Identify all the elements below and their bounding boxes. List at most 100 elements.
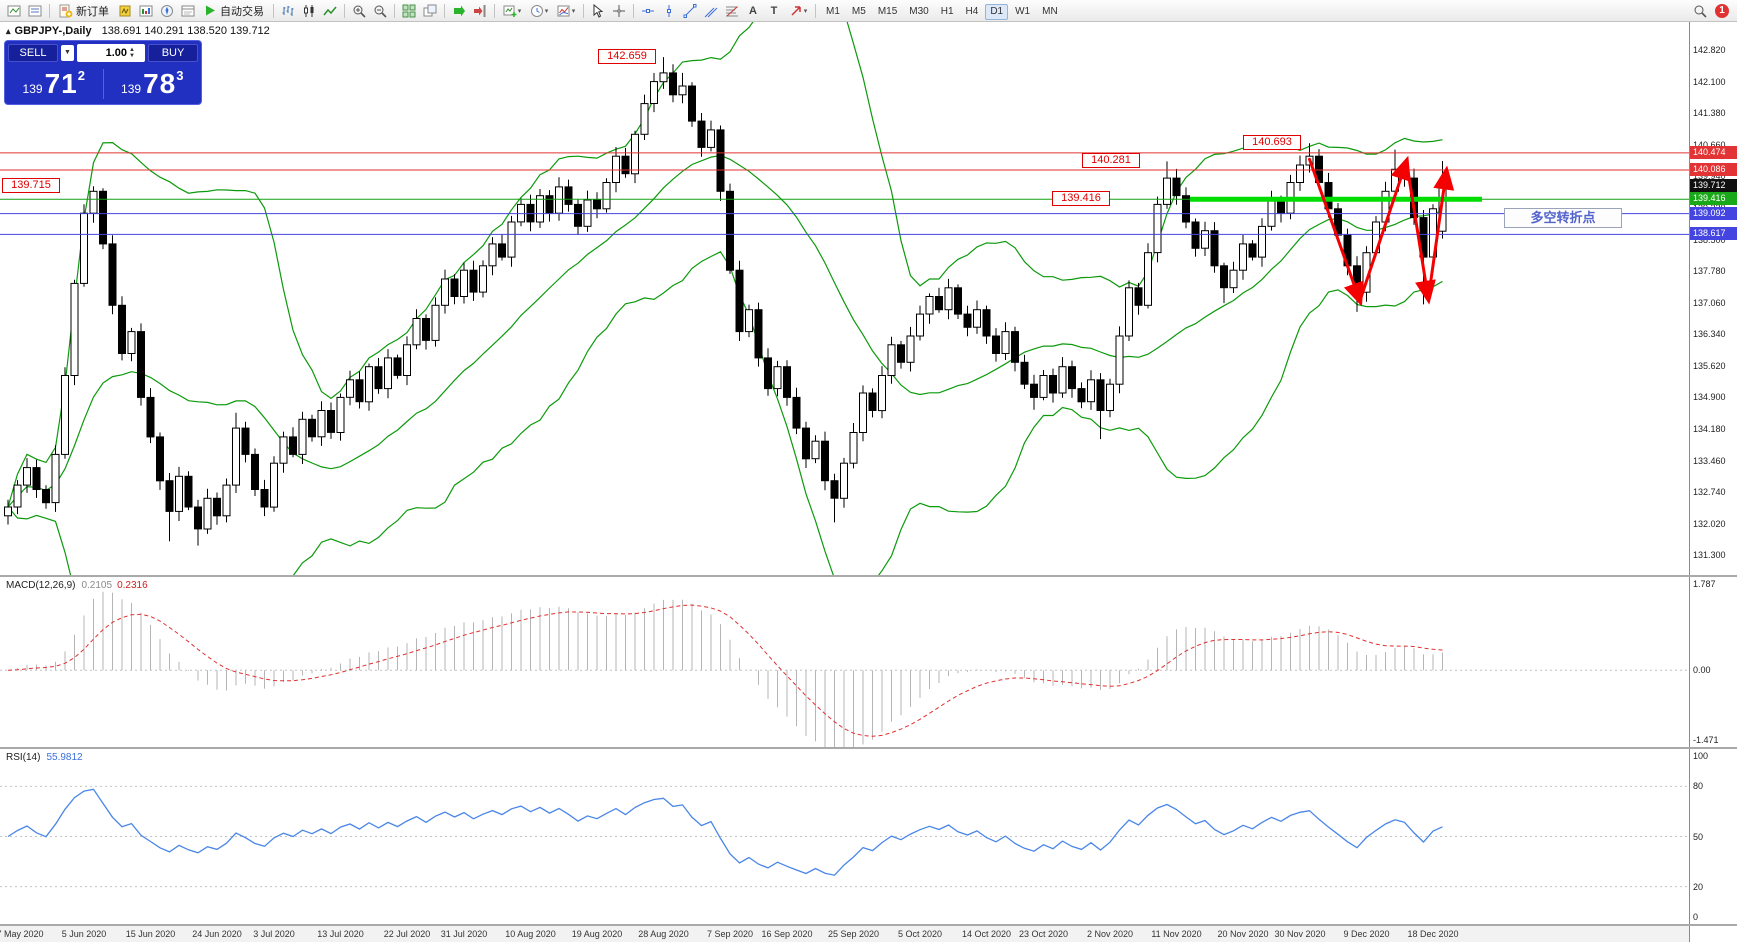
oct-divider bbox=[102, 69, 104, 99]
price-scale[interactable]: 142.820142.100141.380140.660139.940139.2… bbox=[1690, 22, 1737, 575]
volume-input[interactable] bbox=[79, 47, 127, 59]
oct-collapse-button[interactable]: ▴ bbox=[6, 26, 11, 36]
metaeditor-button[interactable] bbox=[115, 2, 135, 20]
text-tool-button[interactable]: A bbox=[743, 2, 763, 20]
buy-price[interactable]: 139783 bbox=[104, 68, 202, 100]
price-callout-label[interactable]: 139.416 bbox=[1052, 191, 1110, 207]
timeframe-button-h1[interactable]: H1 bbox=[936, 4, 959, 20]
candlestick-mode-button[interactable] bbox=[299, 2, 319, 20]
channel-tool-button[interactable] bbox=[701, 2, 721, 20]
timeframe-button-m1[interactable]: M1 bbox=[821, 4, 845, 20]
timeframe-button-m15[interactable]: M15 bbox=[873, 4, 902, 20]
volume-control: ▲▼ bbox=[77, 44, 145, 62]
volume-preset-dropdown[interactable]: ▼ bbox=[61, 45, 74, 61]
price-callout-label[interactable]: 140.693 bbox=[1243, 135, 1301, 151]
macd-label: MACD(12,26,9) 0.2105 0.2316 bbox=[6, 580, 148, 591]
window-list-icon bbox=[28, 5, 42, 16]
toolbar-separator bbox=[444, 3, 445, 18]
crosshair-tool-button[interactable] bbox=[609, 2, 629, 20]
macd-histogram bbox=[17, 591, 1443, 747]
label-tool-icon: T bbox=[770, 4, 778, 17]
auto-scroll-button[interactable] bbox=[449, 2, 469, 20]
price-callout-label[interactable]: 142.659 bbox=[598, 49, 656, 65]
line-chart-mode-button[interactable] bbox=[320, 2, 340, 20]
window-list-button[interactable] bbox=[25, 2, 45, 20]
label-tool-button[interactable]: T bbox=[764, 2, 784, 20]
date-label: 7 Sep 2020 bbox=[706, 929, 754, 939]
navigator-button[interactable] bbox=[157, 2, 177, 20]
price-callout-label[interactable]: 139.715 bbox=[2, 178, 60, 194]
dropdown-caret-icon: ▾ bbox=[517, 7, 522, 15]
profiles-button[interactable]: ▾ bbox=[526, 2, 552, 20]
zoom-in-button[interactable] bbox=[349, 2, 369, 20]
search-button[interactable] bbox=[1690, 2, 1710, 20]
volume-up-button[interactable]: ▲ bbox=[129, 47, 135, 53]
date-label: 3 Jul 2020 bbox=[253, 929, 295, 939]
date-label: 15 Jun 2020 bbox=[125, 929, 176, 939]
date-label: 5 Jun 2020 bbox=[61, 929, 107, 939]
macd-name: MACD(12,26,9) bbox=[6, 580, 76, 591]
price-tick: 142.100 bbox=[1693, 76, 1726, 87]
rsi-scale[interactable]: 100 80 50 20 0 bbox=[1690, 749, 1737, 924]
price-callout-label[interactable]: 140.281 bbox=[1082, 153, 1140, 169]
autotrading-button[interactable]: 自动交易 bbox=[199, 2, 269, 20]
cursor-icon bbox=[593, 3, 604, 18]
zoom-out-button[interactable] bbox=[370, 2, 390, 20]
bar-chart-icon bbox=[282, 5, 294, 16]
notification-badge[interactable]: 1 bbox=[1715, 3, 1729, 18]
macd-canvas[interactable] bbox=[0, 577, 1689, 747]
sell-price[interactable]: 139712 bbox=[5, 68, 103, 100]
fibonacci-tool-icon bbox=[726, 6, 738, 16]
date-label: 22 Jul 2020 bbox=[383, 929, 431, 939]
timeframe-button-h4[interactable]: H4 bbox=[961, 4, 984, 20]
buy-button[interactable]: BUY bbox=[148, 44, 198, 62]
note-label[interactable]: 多空转折点 bbox=[1504, 208, 1622, 228]
chart-shift-button[interactable] bbox=[470, 2, 490, 20]
indicators-button[interactable]: ▾ bbox=[553, 2, 579, 20]
timeframe-button-w1[interactable]: W1 bbox=[1010, 4, 1035, 20]
volume-down-button[interactable]: ▼ bbox=[129, 53, 135, 59]
vertical-line-tool-button[interactable] bbox=[659, 2, 679, 20]
price-tick: 134.900 bbox=[1693, 392, 1726, 403]
market-watch-button[interactable] bbox=[136, 2, 156, 20]
oct-prices-row: 139712 139783 bbox=[5, 64, 201, 104]
trendline-tool-button[interactable] bbox=[680, 2, 700, 20]
toolbar-separator bbox=[344, 3, 345, 18]
timeframe-button-m30[interactable]: M30 bbox=[904, 4, 933, 20]
line-chart-icon bbox=[323, 6, 337, 15]
timeframe-button-m5[interactable]: M5 bbox=[847, 4, 871, 20]
toolbar-separator bbox=[815, 3, 816, 18]
price-tick: 131.300 bbox=[1693, 550, 1726, 561]
rsi-canvas[interactable] bbox=[0, 749, 1689, 924]
pane-divider[interactable] bbox=[0, 575, 1737, 577]
timeframe-button-d1[interactable]: D1 bbox=[985, 3, 1009, 20]
pane-divider[interactable] bbox=[0, 924, 1737, 926]
sell-button[interactable]: SELL bbox=[8, 44, 58, 62]
time-axis[interactable]: 27 May 2020 5 Jun 2020 15 Jun 2020 24 Jun 2… bbox=[0, 926, 1689, 942]
price-marker-box: 139.416 bbox=[1690, 192, 1737, 206]
pane-divider[interactable] bbox=[0, 747, 1737, 749]
bar-chart-mode-button[interactable] bbox=[278, 2, 298, 20]
arrows-tool-icon bbox=[791, 5, 801, 16]
new-order-button[interactable]: 新订单 bbox=[54, 2, 114, 20]
cursor-tool-button[interactable] bbox=[588, 2, 608, 20]
bollinger-bands bbox=[7, 22, 1443, 575]
chart-window-button[interactable] bbox=[4, 2, 24, 20]
timeframe-button-mn[interactable]: MN bbox=[1037, 4, 1063, 20]
macd-scale[interactable]: 1.787 0.00 -1.471 bbox=[1690, 577, 1737, 747]
cascade-windows-button[interactable] bbox=[420, 2, 440, 20]
new-chart-button[interactable]: ▾ bbox=[499, 2, 525, 20]
sell-price-prefix: 139 bbox=[22, 82, 43, 96]
trend-arrows[interactable] bbox=[1308, 155, 1455, 307]
price-chart-canvas[interactable] bbox=[0, 22, 1689, 575]
toolbar-separator bbox=[633, 3, 634, 18]
price-scale-column[interactable]: 142.820142.100141.380140.660139.940139.2… bbox=[1689, 22, 1737, 942]
rsi-name: RSI(14) bbox=[6, 752, 41, 763]
tile-windows-button[interactable] bbox=[399, 2, 419, 20]
terminal-button[interactable] bbox=[178, 2, 198, 20]
price-tick: 132.740 bbox=[1693, 487, 1726, 498]
fibonacci-tool-button[interactable] bbox=[722, 2, 742, 20]
arrows-tool-button[interactable]: ▾ bbox=[785, 2, 811, 20]
sell-price-sup: 2 bbox=[77, 68, 85, 83]
horizontal-line-tool-button[interactable] bbox=[638, 2, 658, 20]
